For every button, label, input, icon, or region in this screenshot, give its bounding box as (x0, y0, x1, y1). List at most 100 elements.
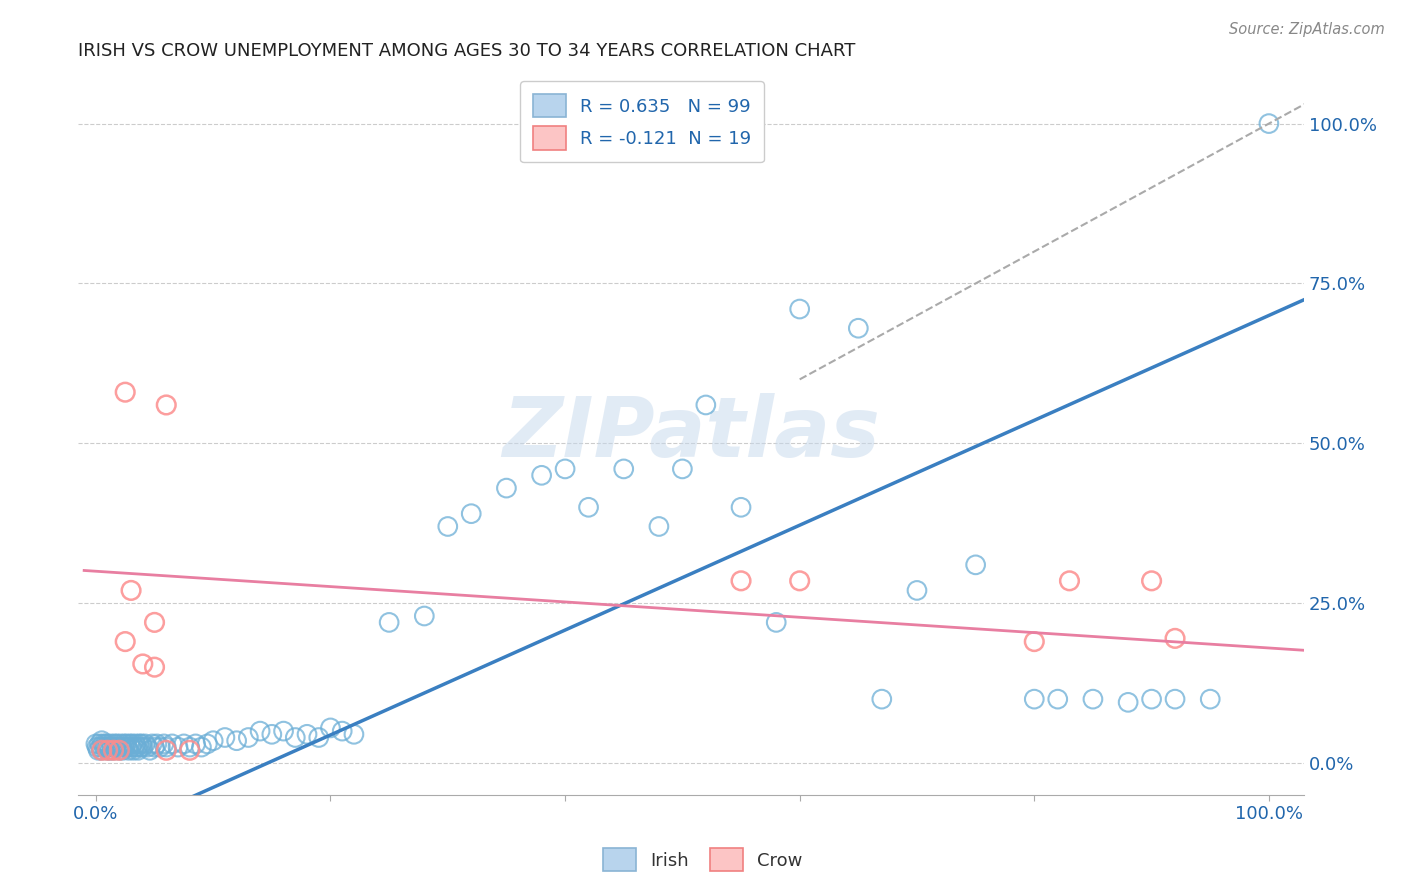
Point (110, 737, 132, 751)
Point (1024, 634, 1046, 648)
Point (103, 743, 125, 757)
Point (319, 721, 342, 735)
Point (173, 737, 195, 751)
Point (97, 737, 120, 751)
Point (120, 583, 142, 598)
Point (98, 743, 121, 757)
Point (202, 733, 225, 747)
Point (149, 740, 172, 755)
Point (97, 743, 120, 757)
Point (143, 740, 166, 755)
Point (114, 740, 136, 755)
Point (179, 740, 201, 755)
Point (1199, 692, 1222, 706)
Point (111, 743, 134, 757)
Point (195, 737, 218, 751)
Legend: Irish, Crow: Irish, Crow (596, 841, 810, 879)
Point (139, 743, 162, 757)
Point (1024, 692, 1046, 706)
Point (1140, 692, 1163, 706)
Point (108, 743, 131, 757)
Point (155, 740, 177, 755)
Point (160, 737, 183, 751)
Point (613, 462, 636, 476)
Point (249, 724, 271, 739)
Point (121, 737, 143, 751)
Point (103, 743, 125, 757)
Point (132, 657, 155, 671)
Point (108, 743, 131, 757)
Point (284, 731, 307, 745)
Point (90, 733, 112, 747)
Point (1257, 117, 1279, 131)
Point (111, 740, 134, 755)
Point (1046, 692, 1069, 706)
Point (127, 743, 149, 757)
Point (846, 321, 869, 335)
Point (97, 740, 120, 755)
Point (260, 727, 283, 741)
Point (114, 634, 136, 648)
Point (530, 468, 553, 483)
Point (671, 462, 693, 476)
Point (155, 743, 177, 757)
Point (112, 737, 135, 751)
Point (118, 737, 141, 751)
Text: Source: ZipAtlas.com: Source: ZipAtlas.com (1229, 22, 1385, 37)
Point (94, 737, 117, 751)
Point (97, 743, 120, 757)
Point (120, 740, 142, 755)
Point (90, 743, 112, 757)
Point (730, 574, 752, 588)
Point (129, 740, 152, 755)
Point (695, 398, 717, 412)
Point (105, 737, 128, 751)
Point (89, 737, 111, 751)
Point (460, 507, 482, 521)
Point (378, 615, 401, 630)
Point (125, 737, 148, 751)
Text: ZIPatlas: ZIPatlas (502, 393, 880, 475)
Point (1081, 692, 1104, 706)
Point (273, 724, 295, 739)
Point (136, 740, 159, 755)
Point (343, 727, 366, 741)
Point (308, 731, 330, 745)
Point (96, 740, 118, 755)
Point (84, 737, 107, 751)
Point (1140, 574, 1163, 588)
Point (100, 737, 122, 751)
Point (132, 740, 155, 755)
Legend: R = 0.635   N = 99, R = -0.121  N = 19: R = 0.635 N = 99, R = -0.121 N = 19 (520, 81, 763, 162)
Point (134, 737, 156, 751)
Text: IRISH VS CROW UNEMPLOYMENT AMONG AGES 30 TO 34 YEARS CORRELATION CHART: IRISH VS CROW UNEMPLOYMENT AMONG AGES 30… (79, 42, 856, 60)
Point (965, 558, 987, 572)
Point (225, 733, 247, 747)
Point (117, 740, 139, 755)
Point (436, 519, 458, 533)
Point (125, 740, 148, 755)
Point (146, 737, 169, 751)
Point (179, 743, 201, 757)
Point (124, 740, 146, 755)
Point (648, 519, 671, 533)
Point (114, 385, 136, 400)
Point (870, 692, 893, 706)
Point (214, 731, 236, 745)
Point (554, 462, 576, 476)
Point (1059, 574, 1081, 588)
Point (295, 727, 318, 741)
Point (153, 737, 176, 751)
Point (413, 609, 436, 624)
Point (107, 740, 129, 755)
Point (93, 740, 115, 755)
Point (1164, 632, 1187, 646)
Point (143, 615, 166, 630)
Point (143, 660, 166, 674)
Point (101, 740, 124, 755)
Point (115, 737, 138, 751)
Point (155, 398, 177, 412)
Point (167, 740, 190, 755)
Point (86, 740, 108, 755)
Point (87, 743, 110, 757)
